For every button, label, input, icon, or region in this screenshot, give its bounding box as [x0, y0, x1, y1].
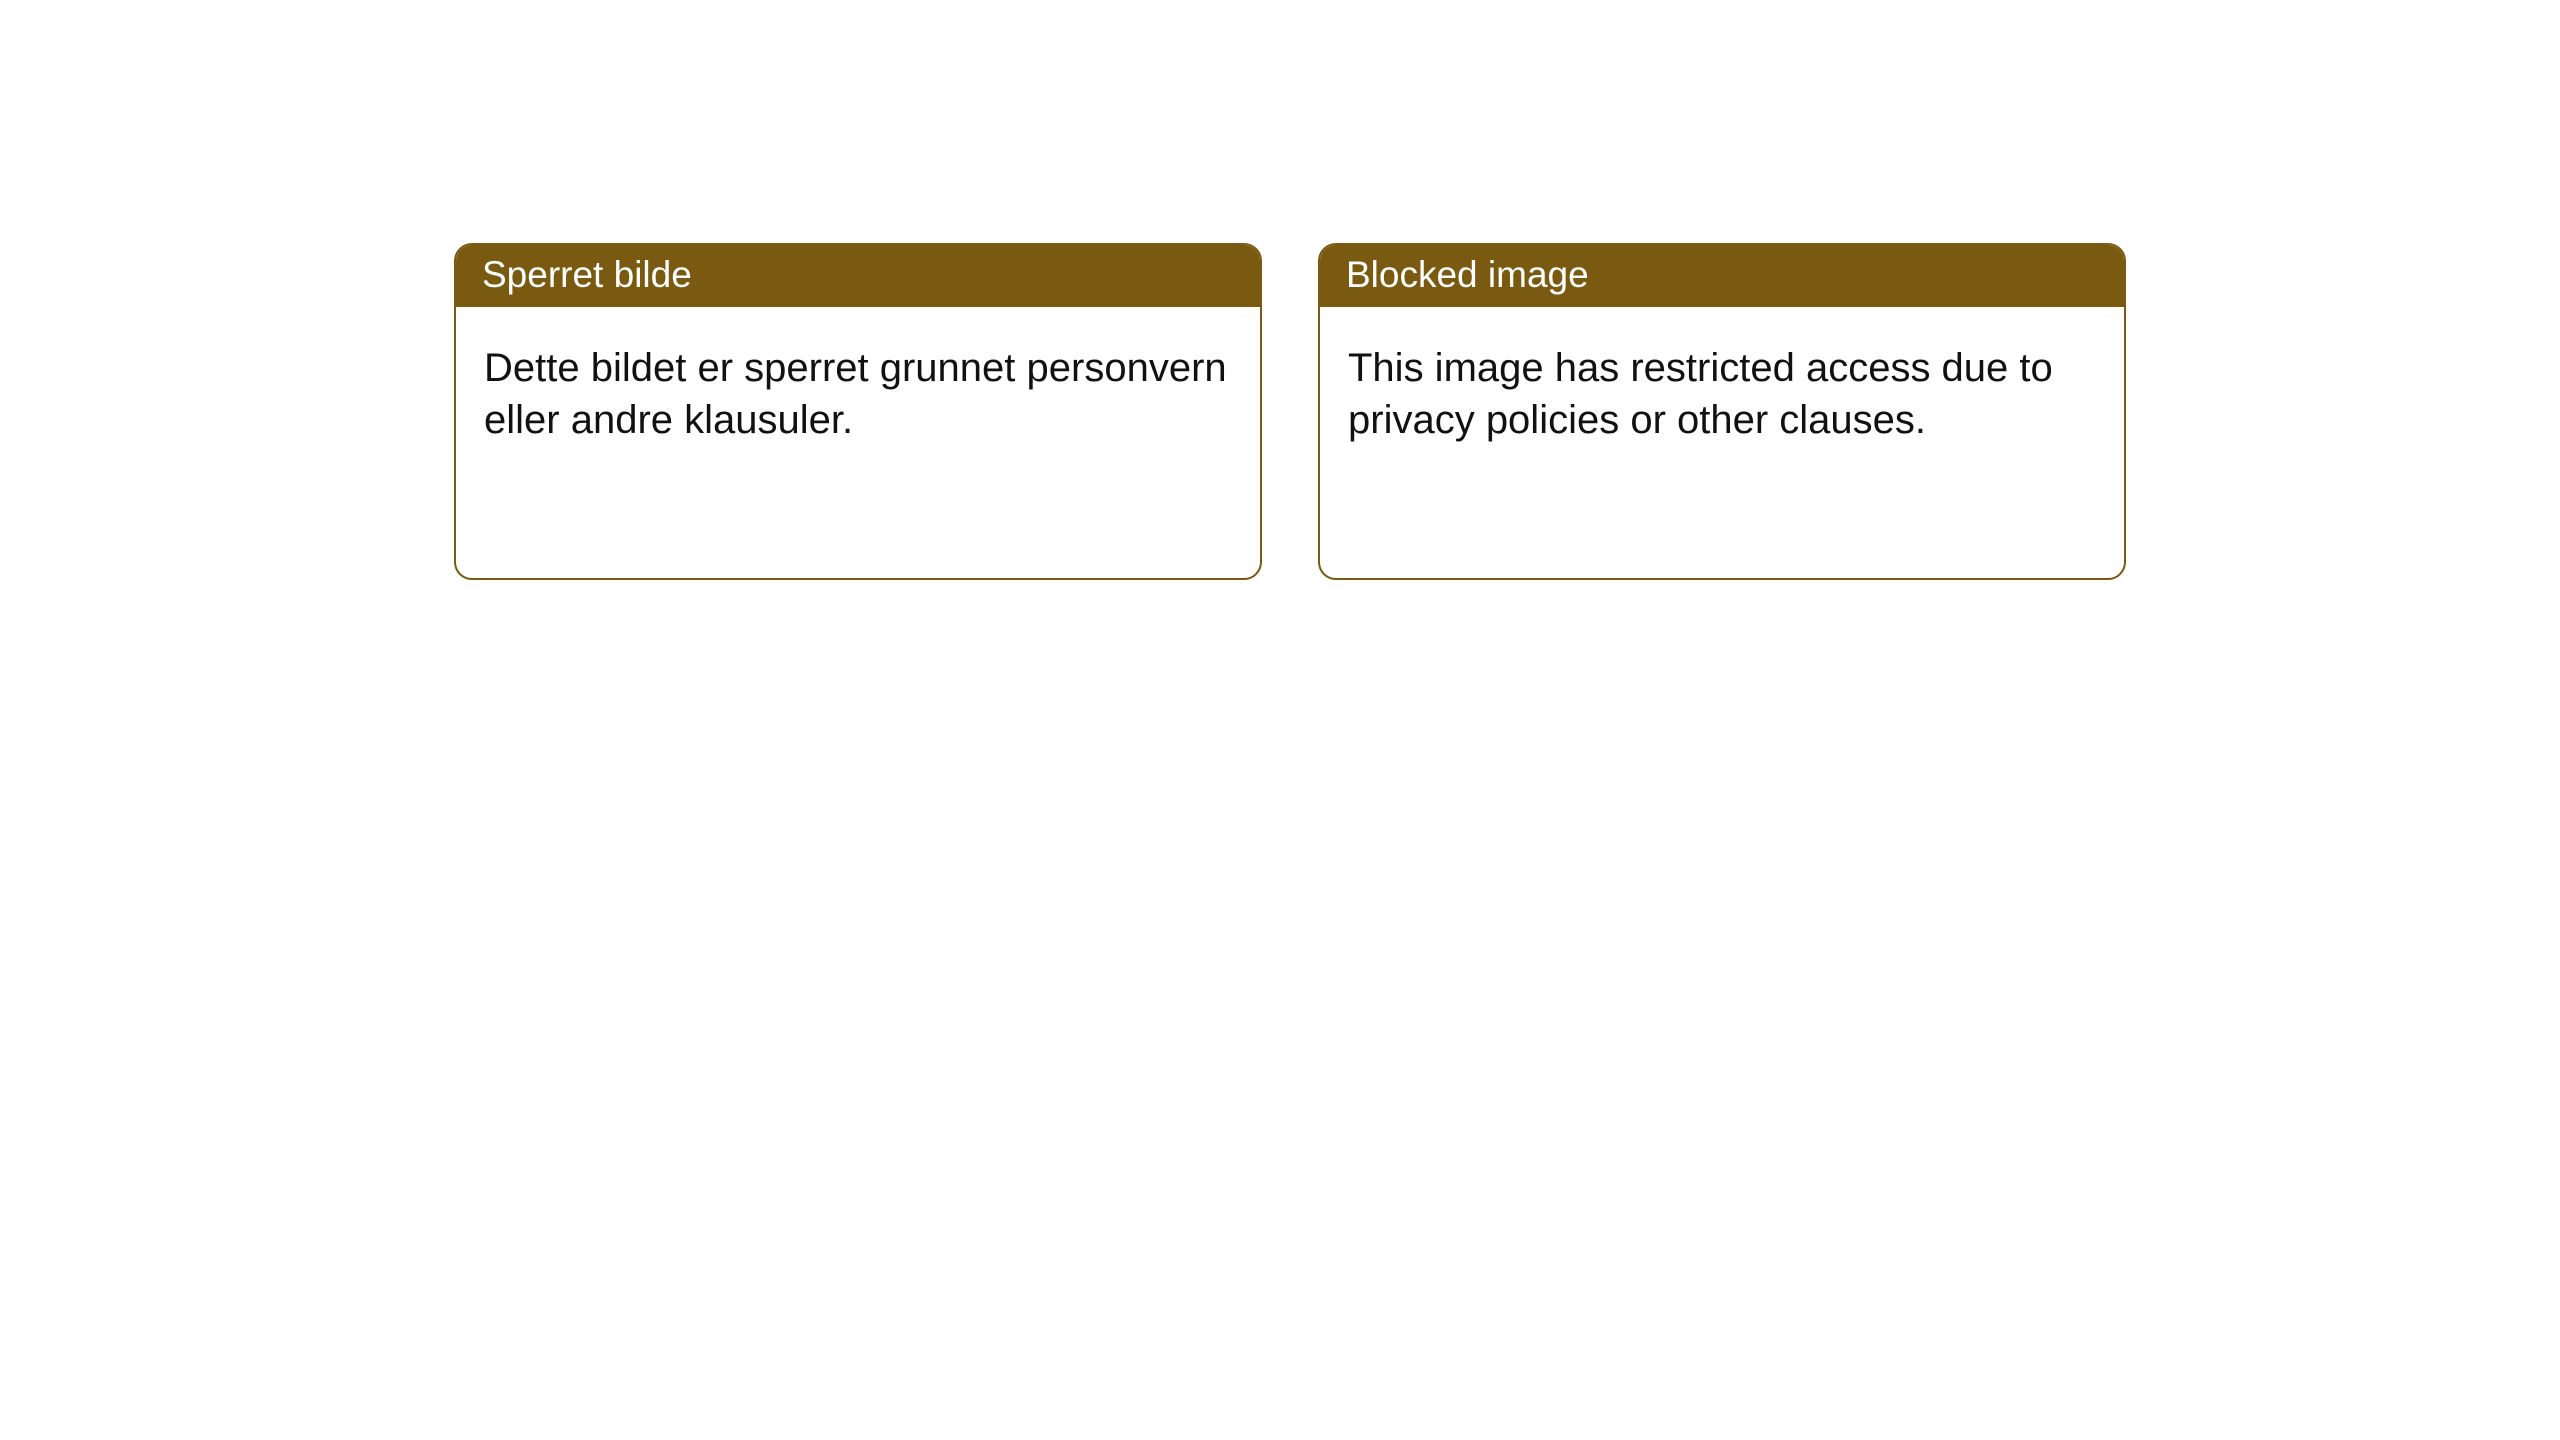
notice-body-norwegian: Dette bildet er sperret grunnet personve… [456, 307, 1260, 473]
notice-header-english: Blocked image [1320, 245, 2124, 307]
notice-header-norwegian: Sperret bilde [456, 245, 1260, 307]
notice-body-english: This image has restricted access due to … [1320, 307, 2124, 473]
notice-container: Sperret bilde Dette bildet er sperret gr… [0, 0, 2560, 580]
notice-card-english: Blocked image This image has restricted … [1318, 243, 2126, 580]
notice-card-norwegian: Sperret bilde Dette bildet er sperret gr… [454, 243, 1262, 580]
